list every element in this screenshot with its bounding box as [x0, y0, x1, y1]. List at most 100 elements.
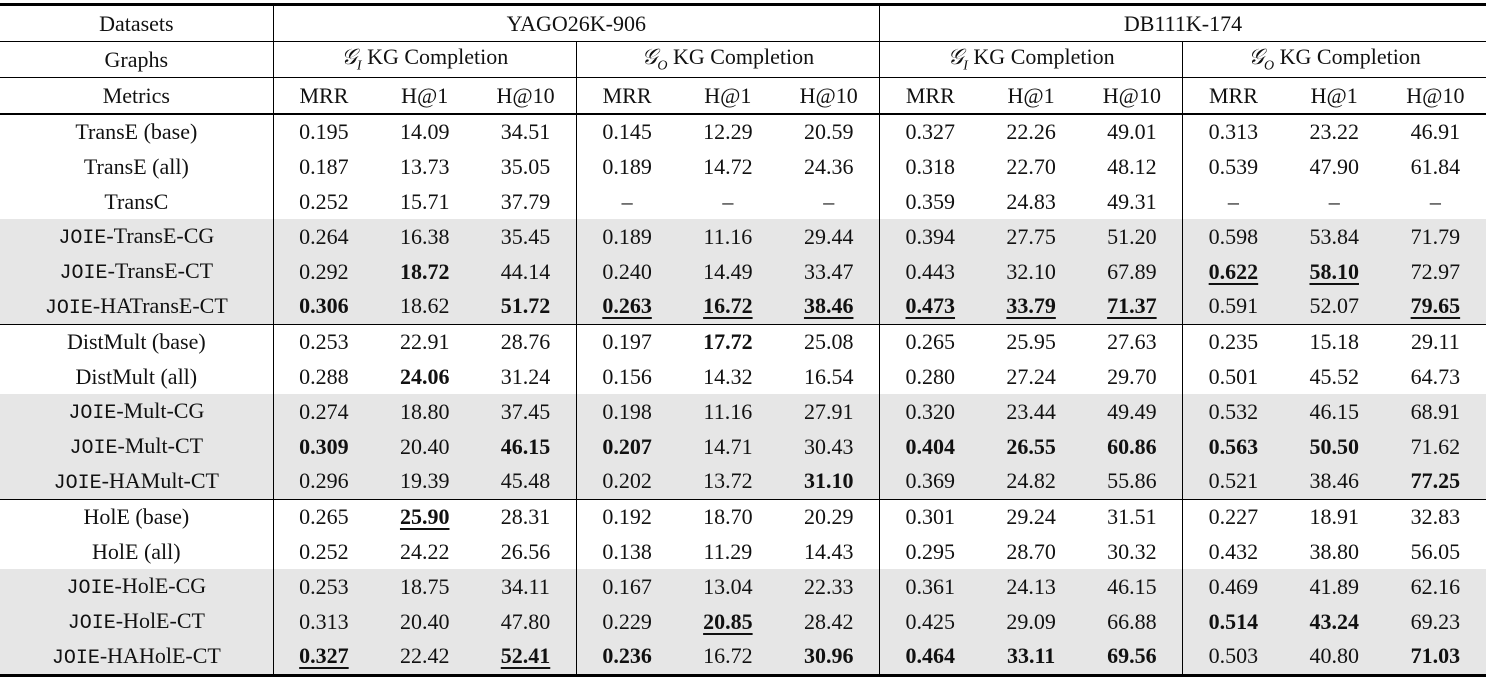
value-cell: 20.40 — [374, 429, 476, 464]
model-label: DistMult (base) — [66, 329, 206, 355]
model-name: JOIE-Mult-CT — [0, 429, 274, 464]
graph-text: KG Completion — [367, 44, 509, 70]
value-cell: 14.09 — [374, 114, 475, 150]
value: 25.95 — [1006, 329, 1056, 355]
value-cell: 0.501 — [1182, 359, 1284, 395]
value-cell: 60.86 — [1081, 429, 1183, 464]
value: 17.72 — [703, 329, 753, 355]
value: 13.73 — [399, 154, 450, 180]
value: 22.42 — [399, 643, 450, 669]
value-cell: 47.90 — [1284, 150, 1385, 185]
value: 33.79 — [1006, 293, 1056, 319]
value-cell: 69.56 — [1081, 638, 1183, 677]
value: 71.03 — [1410, 643, 1461, 669]
value: 62.16 — [1410, 573, 1461, 599]
value-cell: 0.313 — [272, 604, 375, 639]
value: 0.425 — [905, 608, 956, 634]
value: 0.473 — [905, 293, 956, 319]
value-cell: 18.75 — [374, 569, 476, 605]
value-cell: 15.71 — [374, 185, 475, 220]
value: 24.22 — [399, 538, 450, 564]
value-cell: 0.361 — [879, 569, 981, 605]
value: 34.11 — [501, 573, 550, 599]
value-cell: 24.06 — [374, 360, 475, 395]
value-cell: 51.72 — [475, 288, 577, 325]
value-cell: – — [575, 184, 678, 220]
value: 51.20 — [1107, 223, 1157, 249]
value: 43.24 — [1309, 608, 1359, 634]
value-cell: 0.359 — [879, 184, 981, 220]
value-cell: 0.274 — [272, 394, 375, 430]
data-row: HolE (all) 0.252 24.22 26.56 0.138 11.29 14.43… — [0, 534, 1486, 570]
page: Datasets YAGO26K-906 DB111K-174 Graphs 𝒢I KG… — [0, 3, 1488, 682]
model-prefix: JOIE — [53, 471, 102, 495]
value-cell: 51.20 — [1081, 219, 1183, 255]
value-cell: 0.229 — [575, 604, 678, 639]
value: 31.10 — [803, 468, 854, 494]
graph-subscript: O — [657, 58, 668, 74]
value: 0.156 — [602, 363, 652, 389]
value: 0.252 — [299, 538, 349, 564]
value: 71.79 — [1410, 223, 1461, 249]
header-cell: Datasets — [0, 3, 274, 42]
metric-header: H@10 — [1081, 77, 1183, 115]
value-cell: 33.47 — [778, 254, 880, 289]
value-cell: 0.318 — [879, 149, 981, 185]
value: 0.189 — [602, 223, 652, 249]
value: 0.189 — [602, 154, 652, 180]
value: 0.521 — [1208, 468, 1259, 494]
value-cell: 20.85 — [677, 604, 779, 639]
data-row: JOIE-HAMult-CT 0.296 19.39 45.48 0.202 13.72 3… — [0, 463, 1486, 500]
value-cell: 31.10 — [778, 463, 880, 500]
value-cell: 0.264 — [272, 219, 375, 255]
value-cell: 26.55 — [980, 429, 1082, 464]
value-cell: 55.86 — [1081, 463, 1183, 500]
value-cell: 0.369 — [879, 463, 981, 500]
value: 0.361 — [905, 573, 956, 599]
value: 0.264 — [299, 223, 349, 249]
graph-symbol: 𝒢 — [1248, 44, 1265, 70]
model-label: HolE (all) — [92, 538, 181, 564]
model-label: -TransE-CG — [106, 223, 215, 249]
model-name: HolE (base) — [0, 498, 274, 535]
model-prefix: JOIE — [67, 612, 116, 636]
value: 27.24 — [1006, 363, 1056, 389]
value-cell: 22.42 — [374, 638, 476, 677]
value: 24.13 — [1006, 573, 1056, 599]
value-cell: 0.253 — [272, 569, 375, 605]
model-name: JOIE-HAHolE-CT — [0, 638, 274, 677]
value: 24.82 — [1006, 468, 1056, 494]
value-cell: – — [1385, 185, 1486, 220]
value-cell: 18.72 — [374, 254, 476, 289]
value: 0.198 — [602, 398, 652, 424]
model-name: HolE (all) — [0, 535, 273, 570]
value: 0.227 — [1208, 504, 1259, 530]
metric-header: H@1 — [1283, 77, 1385, 115]
value: 44.14 — [500, 258, 551, 284]
value: 46.91 — [1410, 119, 1461, 145]
header-row: Metrics MRR H@1 H@10 MRR H@1 H@10 MRR H@1 H@10 MRR… — [0, 77, 1486, 115]
value-cell: 0.195 — [272, 114, 375, 150]
value-cell: 71.37 — [1081, 288, 1183, 325]
value-cell: 0.167 — [575, 569, 678, 605]
value-cell: 0.253 — [272, 323, 375, 360]
value: 22.33 — [803, 573, 854, 599]
value: 0.532 — [1208, 398, 1259, 424]
value: 0.295 — [905, 538, 956, 564]
value-cell: 56.05 — [1385, 535, 1486, 570]
metric-header: MRR — [575, 77, 678, 115]
value: 14.71 — [703, 433, 753, 459]
value: 20.29 — [803, 504, 854, 530]
value: 28.76 — [500, 329, 551, 355]
value-cell: 0.514 — [1182, 604, 1284, 639]
value-cell: 0.145 — [575, 114, 678, 150]
value: 22.91 — [399, 329, 450, 355]
value-cell: 14.43 — [778, 535, 879, 570]
value-cell: 0.292 — [272, 254, 375, 289]
metric-header: MRR — [879, 77, 981, 115]
value-cell: 0.327 — [879, 114, 981, 150]
value-cell: 43.24 — [1283, 604, 1385, 639]
model-name: JOIE-HATransE-CT — [0, 288, 274, 325]
header-row: Graphs 𝒢I KG Completion 𝒢O KG Completion 𝒢I… — [0, 41, 1486, 78]
value-cell: 18.91 — [1283, 498, 1385, 535]
